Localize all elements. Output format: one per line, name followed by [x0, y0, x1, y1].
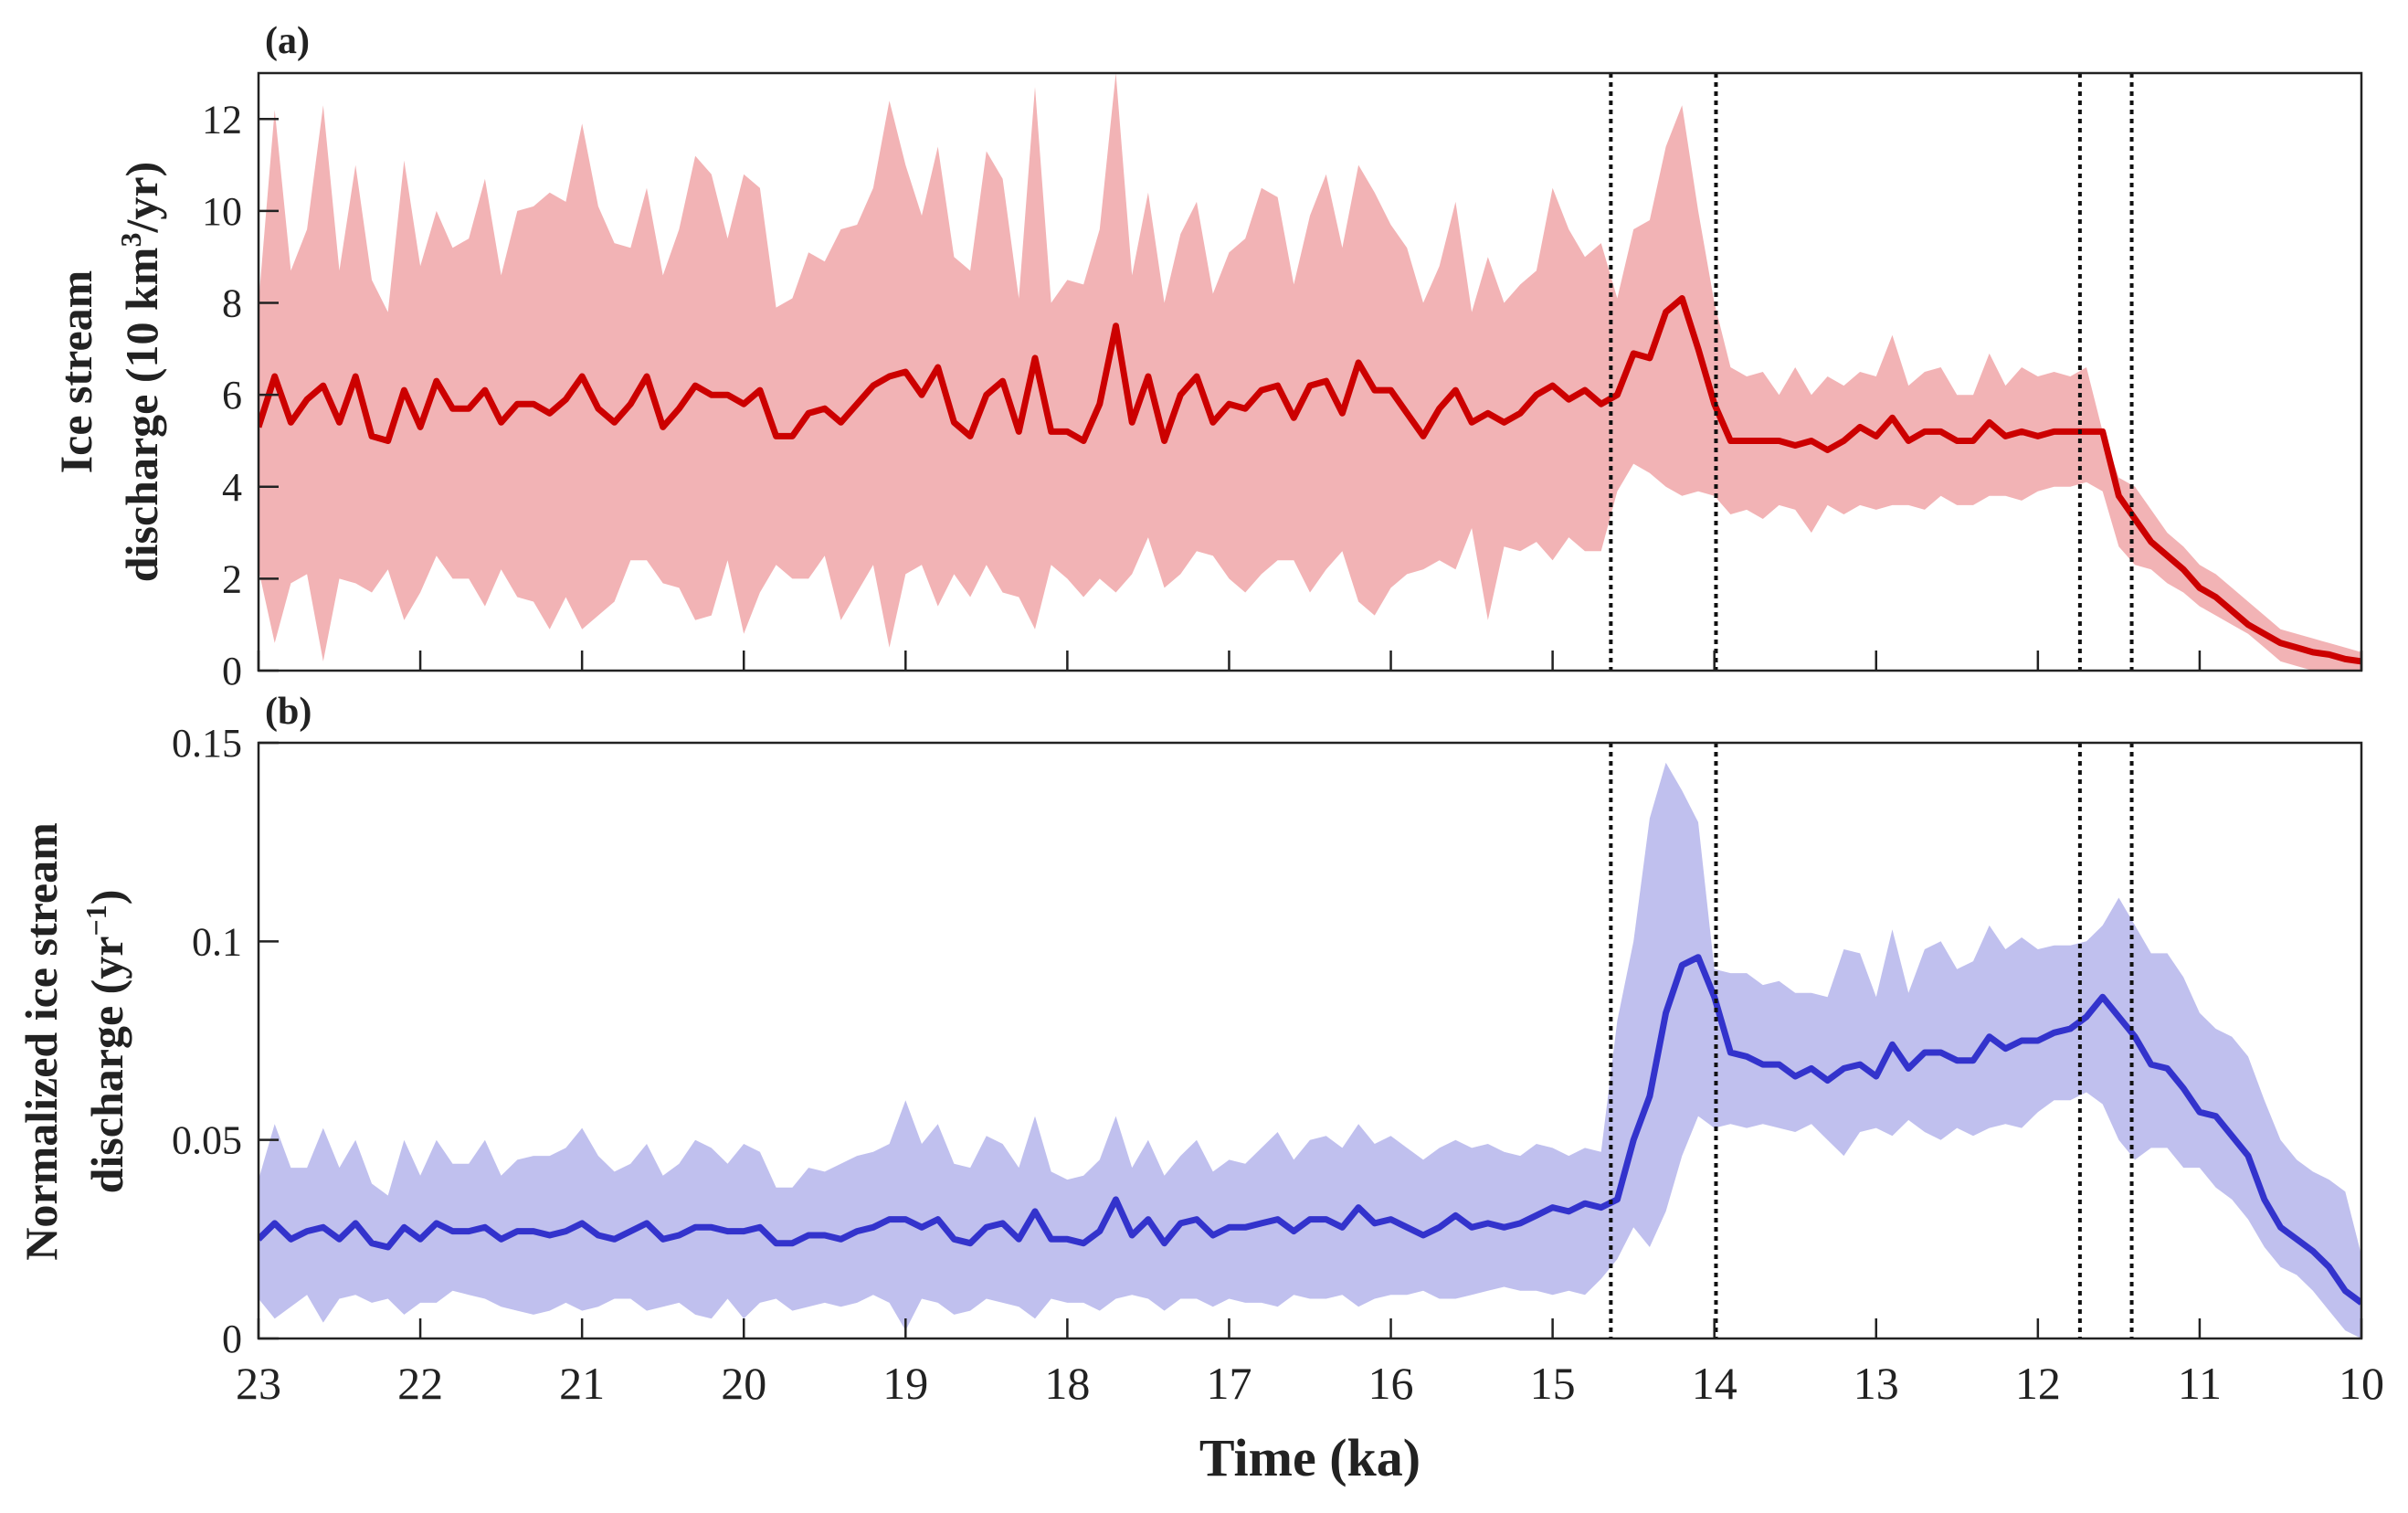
x-tick-label: 14: [1692, 1358, 1737, 1409]
x-tick-label: 11: [2178, 1358, 2222, 1409]
axes-frame-a: [257, 71, 2363, 672]
x-axis-label: Time (ka): [1199, 1428, 1421, 1487]
y-tick-label: 6: [222, 373, 242, 418]
x-tick-label: 20: [721, 1358, 766, 1409]
x-tick-label: 15: [1530, 1358, 1576, 1409]
x-tick-label: 19: [882, 1358, 928, 1409]
x-tick-label: 21: [559, 1358, 605, 1409]
ylabel-b: Normalized ice stream discharge (yr−1): [16, 822, 132, 1260]
uncertainty-band-b: [259, 762, 2361, 1338]
ylabel-a: Ice stream discharge (10 km3/yr): [50, 162, 167, 582]
panel-label-a: (a): [265, 20, 310, 62]
y-tick-label: 0.05: [172, 1118, 242, 1163]
mean-line-b: [259, 954, 2361, 1306]
y-tick-label: 0: [222, 649, 242, 693]
ylabel-b-line2: discharge (yr−1): [79, 890, 132, 1194]
y-tick-label: 8: [222, 281, 242, 326]
x-tick-label: 10: [2339, 1358, 2384, 1409]
y-tick-label: 0.15: [172, 721, 242, 766]
y-tick-label: 0: [222, 1317, 242, 1361]
y-tick-label: 0.1: [192, 919, 242, 964]
x-tick-label: 16: [1368, 1358, 1414, 1409]
panel-b-plot: 0 0.05 0.1 0.15 23 22 21 20 19 18 17 16 15 14 13 12 11 10: [172, 721, 2384, 1409]
ylabel-a-line2: discharge (10 km3/yr): [114, 162, 167, 582]
y-tick-label: 10: [202, 189, 242, 234]
y-tick-label: 4: [222, 465, 242, 510]
x-tick-label: 23: [236, 1358, 281, 1409]
x-tick-label: 12: [2015, 1358, 2061, 1409]
mean-line-a: [259, 295, 2361, 665]
panel-a-plot: 0 2 4 6 8 10 12: [202, 71, 2363, 693]
x-tick-label: 22: [397, 1358, 443, 1409]
x-tick-label: 13: [1854, 1358, 1899, 1409]
panel-label-b: (b): [265, 691, 312, 733]
y-tick-label: 2: [222, 556, 242, 601]
axes-frame-b: [257, 741, 2363, 1340]
x-tick-label: 17: [1206, 1358, 1252, 1409]
ylabel-b-line1: Normalized ice stream: [16, 822, 67, 1260]
uncertainty-band-a: [259, 73, 2361, 671]
y-tick-label: 12: [202, 97, 242, 142]
ylabel-a-line1: Ice stream: [50, 270, 101, 474]
x-tick-label: 18: [1044, 1358, 1090, 1409]
